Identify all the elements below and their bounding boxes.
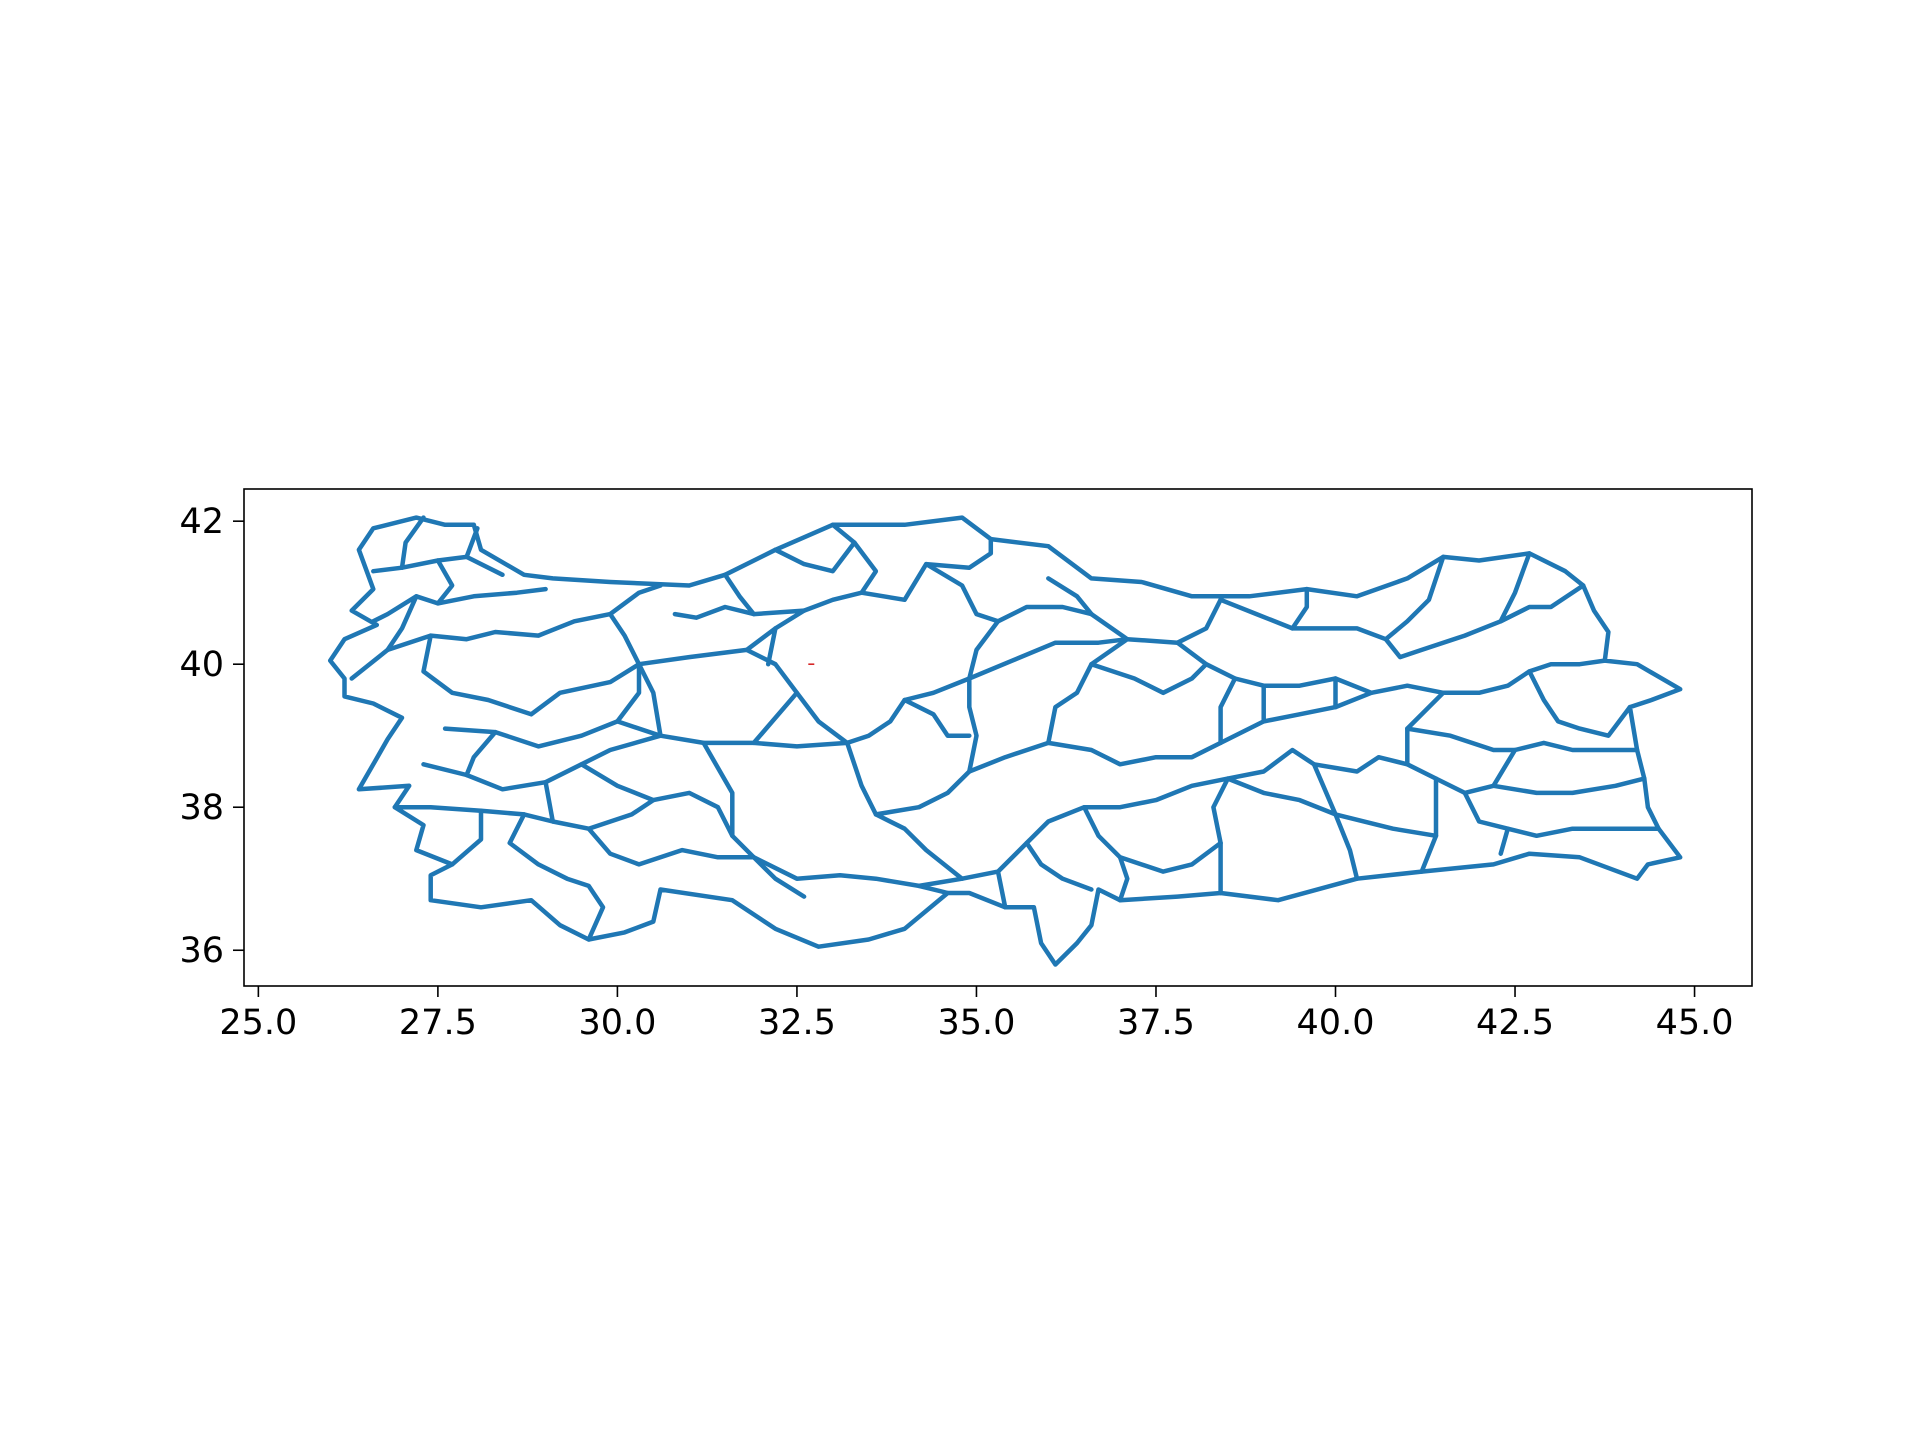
boundary-line-b02 [399, 515, 426, 570]
boundary-line-b36 [1383, 583, 1586, 660]
boundary-line-b34 [1218, 554, 1446, 642]
boundary-line-b31 [967, 690, 1374, 774]
boundary-line-b09 [672, 604, 807, 620]
boundary-line-outline [327, 515, 1683, 967]
boundary-line-b39 [1462, 790, 1661, 839]
boundary-line-b07 [349, 583, 663, 717]
boundary-line-b03 [464, 526, 480, 560]
boundary-line-b10 [722, 572, 757, 617]
boundary-line-b22 [507, 812, 606, 942]
boundary-line-b52 [385, 594, 419, 653]
boundary-line-b15 [923, 561, 1001, 624]
boundary-line-b54 [543, 779, 556, 824]
boundary-line-b61 [1218, 676, 1238, 746]
boundary-line-b56 [636, 661, 663, 738]
boundary-line-b38 [1527, 669, 1633, 738]
boundary-line-b49 [1024, 840, 1094, 892]
y-tick-label: 42 [179, 502, 224, 542]
boundary-line-b11 [773, 522, 857, 574]
boundary-line-b62 [1089, 661, 1209, 696]
boundary-line-b13 [744, 597, 1223, 746]
boundary-line-b48 [1117, 855, 1130, 903]
boundary-line-b55 [765, 626, 778, 667]
boundary-line-b51 [916, 883, 950, 896]
boundary-line-b46 [1211, 776, 1231, 896]
x-tick-label: 40.0 [1297, 1003, 1375, 1043]
boundary-line-b25 [701, 740, 735, 839]
boundary-line-b50 [995, 869, 1008, 910]
boundary-line-b42 [1498, 826, 1511, 856]
x-tick-label: 30.0 [578, 1003, 656, 1043]
y-tick-label: 36 [179, 931, 224, 971]
boundary-line-b30 [902, 697, 972, 738]
boundary-line-b32 [1046, 636, 1130, 746]
boundary-line-b53 [464, 729, 498, 778]
boundary-line-b06 [428, 611, 613, 642]
x-tick-label: 25.0 [219, 1003, 297, 1043]
boundary-line-b08 [636, 536, 994, 667]
boundary-line-b47 [1081, 804, 1223, 874]
boundary-line-b28 [844, 740, 965, 881]
boundary-line-b21 [449, 808, 484, 867]
marker-point [808, 663, 815, 666]
boundary-line-b16 [1046, 576, 1094, 617]
x-axis: 25.0 27.5 30.0 32.5 35.0 37.5 40.0 42.5 45.0 [219, 986, 1734, 1043]
x-tick-label: 35.0 [937, 1003, 1015, 1043]
plot-layer [327, 515, 1683, 967]
x-tick-label: 32.5 [758, 1003, 836, 1043]
y-axis: 36 38 40 42 [179, 502, 244, 971]
boundary-line-b05 [435, 558, 455, 606]
x-tick-label: 42.5 [1476, 1003, 1554, 1043]
x-tick-label: 45.0 [1656, 1003, 1734, 1043]
x-tick-label: 27.5 [399, 1003, 477, 1043]
boundary-line-b60 [1405, 726, 1518, 753]
x-tick-label: 37.5 [1117, 1003, 1195, 1043]
boundary-line-b24 [586, 797, 656, 831]
boundary-line-b44 [1311, 762, 1360, 881]
boundary-line-b26 [751, 740, 850, 749]
boundary-line-b43 [1333, 812, 1439, 839]
boundary-line-b41 [1491, 740, 1640, 789]
boundary-line-b37 [1498, 551, 1532, 624]
boundary-line-b35 [1290, 586, 1310, 631]
boundary-line-b33 [1175, 640, 1608, 696]
y-tick-label: 38 [179, 788, 224, 828]
y-tick-label: 40 [179, 645, 224, 685]
boundary-line-b45 [1225, 776, 1338, 817]
boundary-line-b18 [615, 661, 642, 724]
boundary-line-b12 [852, 540, 879, 595]
axes-frame [243, 488, 1753, 987]
